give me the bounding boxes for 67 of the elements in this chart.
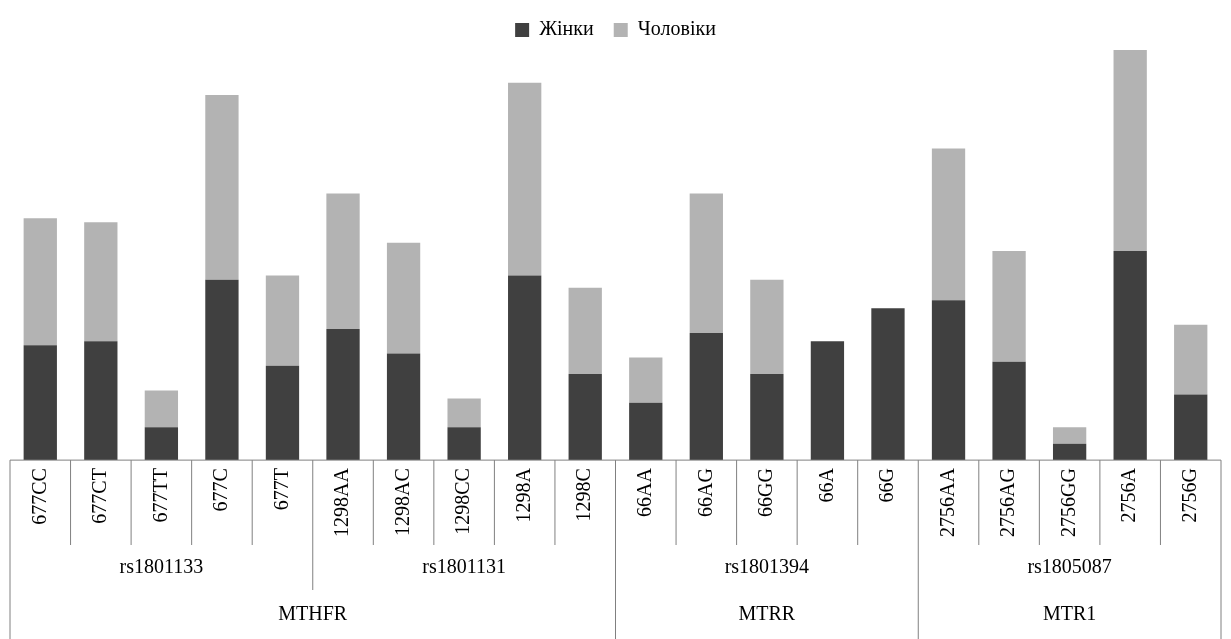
bar <box>326 193 360 329</box>
bar <box>1174 394 1208 461</box>
bar <box>689 332 723 461</box>
text: rs1805087 <box>1027 554 1112 577</box>
bar <box>871 308 905 461</box>
legend-label: Чоловіки <box>637 17 717 40</box>
x-tick-label: 677TT <box>148 468 171 523</box>
bar <box>750 373 784 461</box>
bar <box>750 279 784 374</box>
x-tick-label: 2756A <box>1117 467 1140 523</box>
bar <box>447 427 481 461</box>
text: MTR1 <box>1042 601 1097 624</box>
bar <box>205 95 239 280</box>
x-tick-label: 677CC <box>27 468 50 525</box>
bar <box>1174 324 1208 395</box>
text: rs1801394 <box>724 554 810 577</box>
bar <box>326 328 360 461</box>
x-tick-label: 2756G <box>1177 468 1200 523</box>
bar <box>265 365 300 461</box>
x-tick-label: 2756AG <box>996 468 1019 537</box>
bar <box>568 373 602 461</box>
x-tick-label: 1298CC <box>451 468 474 535</box>
x-tick-label: 2756GG <box>1056 468 1079 537</box>
bar <box>1052 443 1087 461</box>
bar <box>992 250 1026 362</box>
x-tick-label: 677T <box>269 468 292 511</box>
bar <box>629 402 663 461</box>
x-tick-label: 66AA <box>633 467 656 517</box>
bar <box>1113 250 1147 461</box>
text: MTRR <box>738 601 796 624</box>
x-tick-label: 1298AA <box>330 467 353 537</box>
bar <box>1052 427 1087 444</box>
x-tick-label: 677C <box>209 468 232 512</box>
bar <box>629 357 663 403</box>
bar <box>689 193 723 333</box>
x-tick-label: 1298A <box>511 467 534 523</box>
bar <box>205 279 239 461</box>
bar <box>386 353 421 461</box>
bar <box>265 275 300 366</box>
bar <box>144 390 179 428</box>
bar <box>508 82 542 276</box>
x-tick-label: 66GG <box>754 468 777 517</box>
x-tick-label: 1298AC <box>390 468 413 536</box>
text: rs1801133 <box>119 554 204 577</box>
bar <box>508 275 542 461</box>
text: rs1801131 <box>422 554 506 577</box>
bar <box>810 341 845 461</box>
bar <box>447 398 481 428</box>
bar <box>992 361 1026 461</box>
x-tick-label: 2756AA <box>935 467 958 537</box>
bar <box>84 341 118 461</box>
bar <box>23 345 57 461</box>
bar <box>144 427 179 461</box>
bar <box>386 242 421 354</box>
bar <box>568 287 602 374</box>
bar <box>23 218 57 346</box>
x-tick-label: 66G <box>875 468 898 503</box>
x-tick-label: 677CT <box>88 468 111 524</box>
bar <box>931 300 966 461</box>
x-tick-label: 66A <box>814 467 837 503</box>
x-tick-label: 66AG <box>693 468 716 517</box>
x-tick-label: 1298C <box>572 468 595 522</box>
bar <box>84 222 118 342</box>
bar <box>931 148 966 301</box>
text: MTHFR <box>278 601 348 624</box>
bar <box>1113 50 1147 251</box>
legend-label: Жінки <box>539 17 595 40</box>
